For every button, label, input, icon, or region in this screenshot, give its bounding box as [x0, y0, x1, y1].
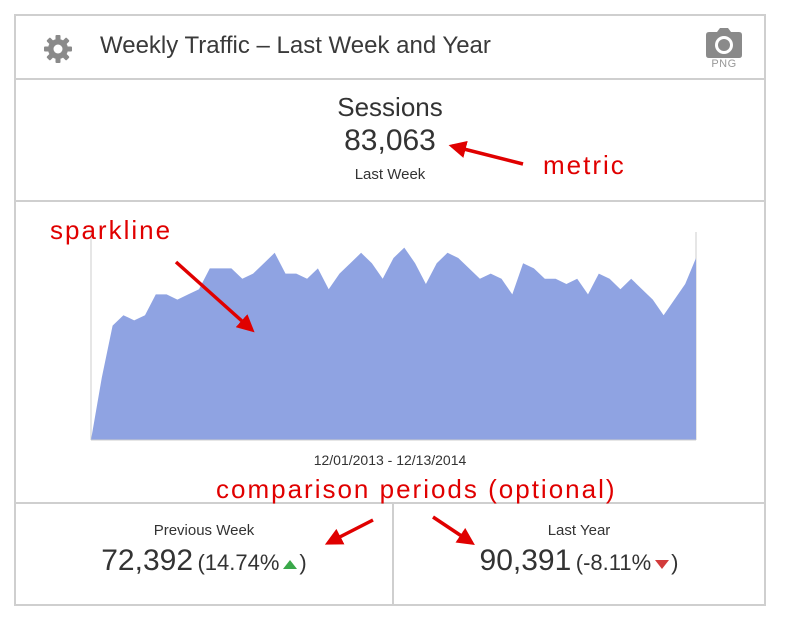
comparison-close-paren: ) [299, 550, 307, 575]
sparkline-annotation: sparkline [50, 215, 173, 245]
sparkline-panel: 12/01/2013 - 12/13/2014 [16, 202, 764, 504]
comparison-value: 90,391 [479, 544, 572, 577]
comparison-label: Previous Week [153, 522, 255, 539]
comparison-label: Last Year [547, 522, 611, 539]
export-png-button[interactable]: PNG [702, 28, 746, 74]
comparison-line: 90,391 (-8.11%) [394, 544, 764, 578]
widget-title: Weekly Traffic – Last Week and Year [100, 32, 491, 59]
metric-value: 83,063 [344, 124, 436, 157]
comparison-previous-week: Previous Week 72,392 (14.74%) [16, 504, 394, 606]
comparison-value: 72,392 [101, 544, 194, 577]
sparkline-area [91, 247, 696, 440]
metric-panel: Sessions 83,063 Last Week [16, 80, 764, 202]
sparkline-date-range: 12/01/2013 - 12/13/2014 [313, 452, 467, 468]
settings-button[interactable] [42, 33, 74, 65]
export-png-label: PNG [711, 58, 737, 70]
comparison-open-paren: ( [197, 550, 205, 575]
comparison-annotation: comparison periods (optional) [216, 474, 617, 504]
trend-down-icon [655, 559, 670, 569]
comparison-percent: 14.74% [204, 550, 280, 575]
camera-icon [706, 28, 742, 58]
gear-icon [44, 35, 72, 63]
metric-annotation: metric [543, 150, 626, 180]
comparison-close-paren: ) [671, 550, 679, 575]
comparison-line: 72,392 (14.74%) [16, 544, 392, 578]
comparison-open-paren: ( [575, 550, 584, 575]
comparison-percent: -8.11% [583, 550, 652, 575]
widget-card: Weekly Traffic – Last Week and Year PNG … [14, 14, 766, 606]
widget-header: Weekly Traffic – Last Week and Year PNG [16, 16, 764, 80]
comparison-last-year: Last Year 90,391 (-8.11%) [394, 504, 764, 606]
metric-period: Last Week [354, 166, 426, 183]
metric-label: Sessions [337, 92, 443, 122]
trend-up-icon [283, 559, 298, 569]
